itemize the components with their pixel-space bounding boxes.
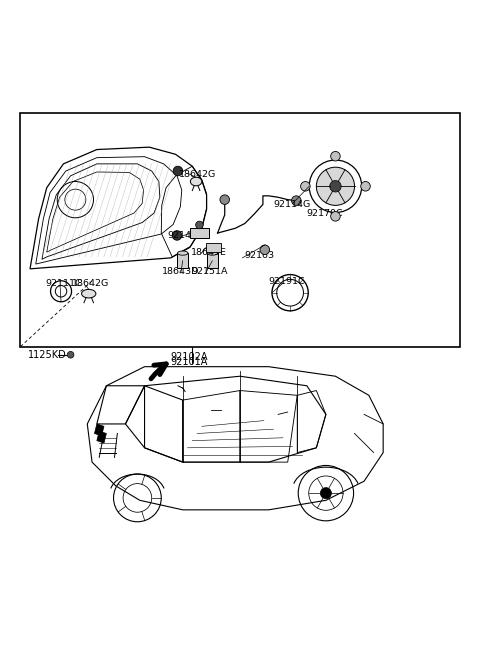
- Polygon shape: [97, 431, 107, 443]
- Bar: [21, 113, 459, 347]
- Text: 92101A: 92101A: [171, 357, 208, 367]
- Text: 18642G: 18642G: [72, 279, 109, 288]
- Ellipse shape: [207, 251, 217, 255]
- Circle shape: [173, 166, 183, 176]
- Text: 92170C: 92170C: [307, 210, 343, 219]
- Text: 1125KD: 1125KD: [28, 350, 66, 360]
- Text: 18642G: 18642G: [180, 170, 216, 179]
- Bar: [206, 242, 221, 252]
- Text: 92114G: 92114G: [274, 200, 311, 209]
- Text: 92102A: 92102A: [171, 352, 208, 362]
- Bar: [207, 253, 217, 268]
- Ellipse shape: [191, 177, 202, 186]
- Polygon shape: [95, 424, 104, 436]
- Circle shape: [331, 152, 340, 161]
- Bar: [191, 228, 208, 238]
- Bar: [178, 253, 188, 268]
- Circle shape: [331, 212, 340, 221]
- Circle shape: [291, 196, 301, 206]
- Circle shape: [260, 245, 270, 254]
- Text: 18643D: 18643D: [162, 267, 199, 276]
- Circle shape: [330, 181, 341, 192]
- Text: 92111C: 92111C: [46, 279, 83, 288]
- Circle shape: [220, 195, 229, 204]
- Circle shape: [320, 487, 331, 499]
- Text: 92163: 92163: [245, 252, 275, 260]
- Ellipse shape: [178, 251, 188, 255]
- Circle shape: [67, 351, 74, 358]
- Text: 92151A: 92151A: [192, 267, 228, 276]
- Circle shape: [361, 181, 370, 191]
- Circle shape: [316, 167, 355, 206]
- Circle shape: [300, 181, 310, 191]
- Text: 92191C: 92191C: [269, 277, 305, 286]
- Text: 92140A: 92140A: [168, 231, 204, 240]
- Circle shape: [196, 221, 203, 229]
- Circle shape: [172, 231, 182, 240]
- Text: 18649E: 18649E: [192, 248, 227, 257]
- Ellipse shape: [82, 289, 96, 298]
